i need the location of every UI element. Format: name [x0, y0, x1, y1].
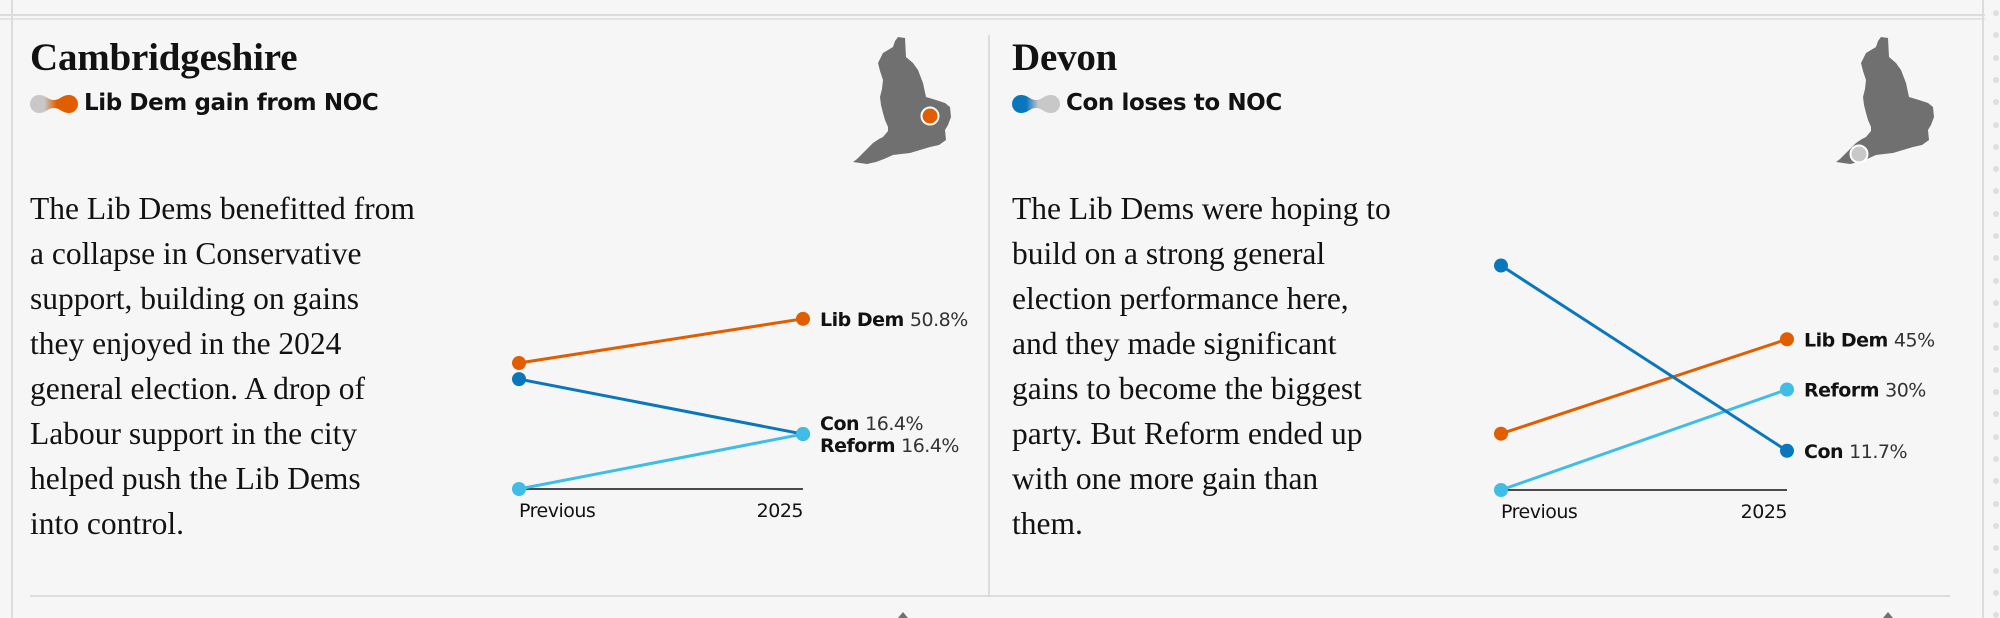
- point-2025-reform: [1780, 382, 1794, 397]
- scrollbar-dot: [1993, 567, 1999, 574]
- scrollbar-dot: [1993, 589, 1999, 596]
- scrollbar-dot: [1993, 76, 1999, 83]
- x-tick-label: 2025: [1741, 501, 1787, 523]
- x-tick-label: Previous: [519, 500, 595, 522]
- council-location-marker: [920, 106, 940, 126]
- panel-divider: [988, 35, 990, 595]
- point-previous-libdem: [1494, 426, 1508, 441]
- scrollbar-dot: [1993, 210, 1999, 217]
- top-border: [0, 14, 1985, 16]
- point-2025-reform: [796, 427, 810, 442]
- series-line-reform: [517, 432, 805, 491]
- scrollbar-dot: [1993, 166, 1999, 173]
- top-border-inner: [0, 18, 1985, 20]
- council-title: Devon: [1012, 36, 1118, 79]
- next-map-tip-icon: [898, 612, 908, 618]
- council-location-marker: [1849, 144, 1869, 164]
- next-map-tip-icon: [1883, 612, 1893, 618]
- left-border: [11, 0, 13, 618]
- row-divider: [30, 595, 1950, 597]
- scrollbar-dot: [1993, 299, 1999, 306]
- point-previous-con: [1494, 258, 1508, 273]
- vote-share-chart: Previous 2025 Lib Dem 50.8% Con 16.4%Reform…: [512, 309, 968, 522]
- scrollbar-dot: [1993, 522, 1999, 529]
- point-2025-libdem: [796, 311, 810, 326]
- data-label-con: Con 16.4%: [820, 413, 923, 435]
- scrollbar-dot: [1993, 612, 1999, 618]
- point-previous-reform: [1494, 483, 1508, 497]
- series-line-reform: [1499, 388, 1789, 492]
- x-tick-label: Previous: [1501, 501, 1577, 523]
- point-previous-con: [512, 372, 526, 387]
- right-border: [1982, 0, 1984, 618]
- scrollbar-dot: [1993, 478, 1999, 485]
- scrollbar-dot: [1993, 433, 1999, 440]
- data-label-reform: Reform 30%: [1804, 380, 1926, 402]
- scrollbar-dot: [1993, 54, 1999, 61]
- scrollbar-dot: [1993, 366, 1999, 373]
- series-line-con: [517, 377, 805, 436]
- data-label-reform: Reform 16.4%: [820, 435, 959, 457]
- england-map-icon: [853, 37, 951, 164]
- scrollbar-dot: [1993, 143, 1999, 150]
- council-description: The Lib Dems were hoping to build on a s…: [1012, 191, 1391, 541]
- scrollbar-dot: [1993, 32, 1999, 39]
- scrollbar-dot: [1993, 456, 1999, 462]
- scrollbar-dot: [1993, 277, 1999, 284]
- council-card-cambridgeshire: Cambridgeshire Lib Dem gain from NOC The…: [0, 0, 988, 618]
- point-2025-libdem: [1780, 332, 1794, 347]
- result-status: Lib Dem gain from NOC: [84, 90, 379, 116]
- scrollbar-dot: [1993, 545, 1999, 552]
- scrollbar-dot: [1993, 389, 1999, 396]
- point-previous-libdem: [512, 356, 526, 371]
- scrollbar-dot: [1993, 411, 1999, 418]
- result-status: Con loses to NOC: [1066, 90, 1282, 116]
- scrollbar-dot: [1993, 322, 1999, 329]
- data-label-libdem: Lib Dem 50.8%: [820, 309, 968, 331]
- series-line-libdem: [517, 317, 805, 365]
- point-2025-con: [1780, 443, 1794, 458]
- scrollbar-track[interactable]: [1993, 0, 2000, 618]
- point-previous-reform: [512, 482, 526, 496]
- scrollbar-dot: [1993, 10, 1999, 16]
- scrollbar-dot: [1993, 188, 1999, 195]
- scrollbar-dot: [1993, 233, 1999, 239]
- scrollbar-dot: [1993, 500, 1999, 507]
- data-label-con: Con 11.7%: [1804, 441, 1907, 463]
- x-tick-label: 2025: [757, 500, 803, 522]
- scrollbar-dot: [1993, 255, 1999, 262]
- england-map-icon: [1836, 37, 1934, 164]
- change-badge-icon: [1012, 95, 1060, 113]
- scrollbar-dot: [1993, 121, 1999, 128]
- change-badge-icon: [30, 95, 78, 113]
- series-line-libdem: [1499, 337, 1789, 436]
- council-description: The Lib Dems benefitted from a collapse …: [30, 191, 415, 541]
- series-line-con: [1499, 264, 1789, 453]
- scrollbar-dot: [1993, 99, 1999, 106]
- data-label-libdem: Lib Dem 45%: [1804, 329, 1935, 351]
- scrollbar-dot: [1993, 344, 1999, 351]
- council-title: Cambridgeshire: [30, 36, 298, 79]
